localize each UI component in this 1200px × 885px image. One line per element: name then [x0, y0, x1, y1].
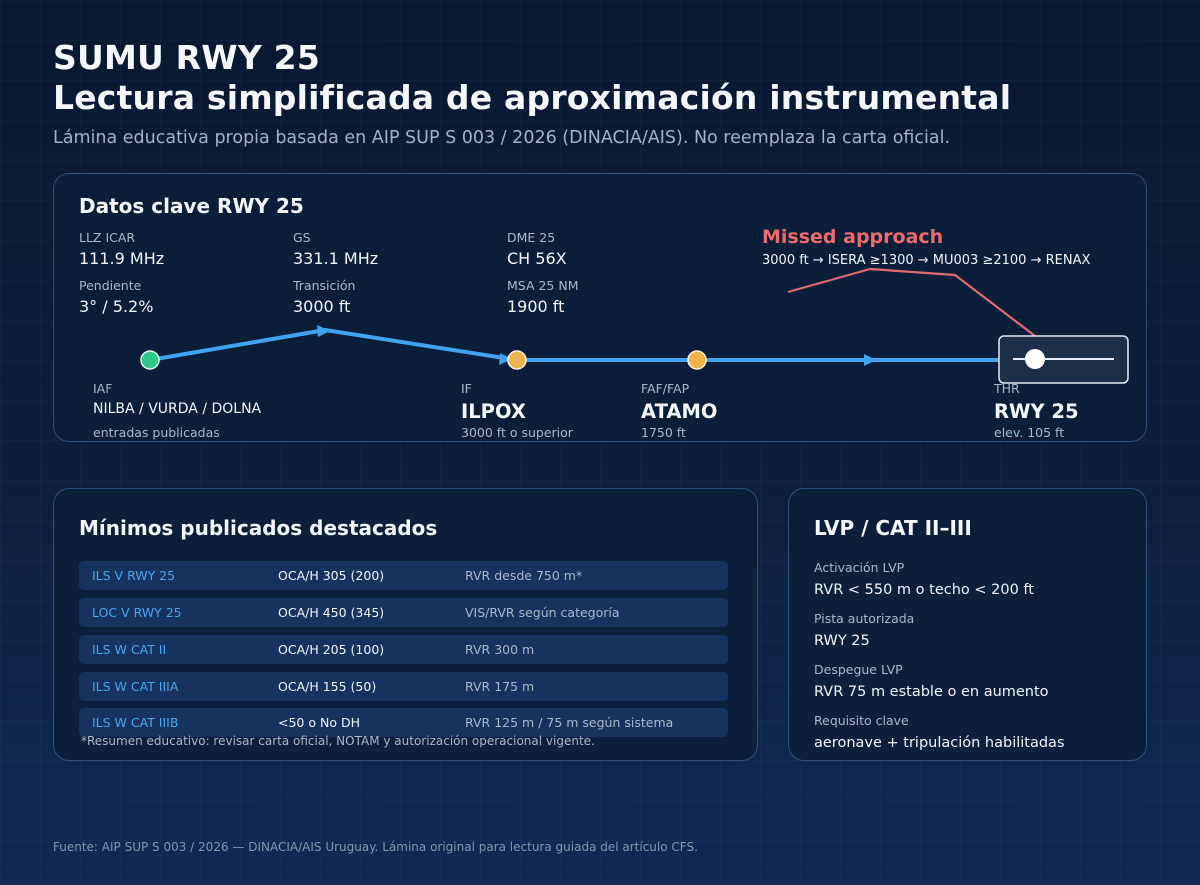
lvp-activation-label: Activación LVP [814, 560, 905, 575]
lvp-title: LVP / CAT II–III [814, 516, 972, 540]
minimums-row-oca: OCA/H 205 (100) [278, 642, 385, 657]
fix-role-if: IF [461, 381, 472, 396]
fix-marker-faf [687, 350, 707, 370]
direction-arrow-2 [499, 353, 512, 365]
minimums-row [79, 672, 728, 701]
slope-label: Pendiente [79, 278, 142, 293]
minimums-row-rvr: RVR 125 m / 75 m según sistema [465, 715, 674, 730]
page-subtitle-heading: Lectura simplificada de aproximación ins… [53, 78, 1012, 117]
source-footer: Fuente: AIP SUP S 003 / 2026 — DINACIA/A… [53, 840, 698, 854]
missed-approach-title: Missed approach [762, 226, 944, 248]
gs-label: GS [293, 230, 311, 245]
fix-detail-faf: 1750 ft [641, 425, 686, 440]
minimums-title: Mínimos publicados destacados [79, 516, 438, 540]
minimums-row [79, 635, 728, 664]
minimums-row-name: ILS W CAT IIIA [92, 679, 179, 694]
direction-arrow-3 [864, 354, 876, 366]
missed-approach-path [787, 267, 1036, 337]
lvp-runway-label: Pista autorizada [814, 611, 915, 626]
msa-value: 1900 ft [507, 297, 565, 316]
minimums-note: *Resumen educativo: revisar carta oficia… [81, 734, 595, 748]
fix-name-iaf: NILBA / VURDA / DOLNA [93, 401, 262, 417]
dme-value: CH 56X [507, 249, 567, 268]
llz-value: 111.9 MHz [79, 249, 165, 268]
fix-detail-thr: elev. 105 ft [994, 425, 1065, 440]
fix-name-faf: ATAMO [641, 400, 718, 423]
minimums-row-oca: OCA/H 155 (50) [278, 679, 377, 694]
minimums-row-oca: <50 o No DH [278, 715, 360, 730]
key-data-title: Datos clave RWY 25 [79, 194, 304, 218]
minimums-row-name: ILS V RWY 25 [92, 568, 176, 583]
direction-arrow-1 [317, 325, 330, 337]
fix-marker-thr [1025, 349, 1045, 369]
transition-value: 3000 ft [293, 297, 351, 316]
llz-label: LLZ ICAR [79, 230, 136, 245]
lvp-runway-value: RWY 25 [814, 633, 870, 649]
minimums-row-oca: OCA/H 450 (345) [278, 605, 385, 620]
lvp-requirement-value: aeronave + tripulación habilitadas [814, 735, 1065, 751]
minimums-row-name: ILS W CAT IIIB [92, 715, 179, 730]
minimums-row [79, 708, 728, 737]
key-data-panel [53, 173, 1147, 442]
transition-label: Transición [293, 278, 356, 293]
minimums-row-rvr: RVR 175 m [465, 679, 535, 694]
minimums-row-rvr: RVR 300 m [465, 642, 535, 657]
page-title: SUMU RWY 25 [53, 38, 321, 77]
gs-value: 331.1 MHz [293, 249, 379, 268]
approach-path [148, 328, 1032, 362]
fix-name-thr: RWY 25 [994, 400, 1079, 423]
slope-value: 3° / 5.2% [79, 297, 154, 316]
lvp-takeoff-value: RVR 75 m estable o en aumento [814, 684, 1049, 700]
minimums-row-name: ILS W CAT II [92, 642, 167, 657]
minimums-row-rvr: VIS/RVR según categoría [465, 605, 620, 620]
fix-detail-if: 3000 ft o superior [461, 425, 573, 440]
fix-detail-iaf: entradas publicadas [93, 425, 220, 440]
fix-role-iaf: IAF [93, 381, 113, 396]
missed-approach-route: 3000 ft → ISERA ≥1300 → MU003 ≥2100 → RE… [762, 253, 1091, 268]
fix-role-thr: THR [994, 381, 1020, 396]
lvp-panel [788, 488, 1147, 761]
fix-marker-if [507, 350, 527, 370]
minimums-row-name: LOC V RWY 25 [92, 605, 182, 620]
fix-name-if: ILPOX [461, 400, 526, 423]
page-description: Lámina educativa propia basada en AIP SU… [53, 128, 951, 148]
minimums-row [79, 598, 728, 627]
lvp-requirement-label: Requisito clave [814, 713, 909, 728]
minimums-row-rvr: RVR desde 750 m* [465, 568, 583, 583]
fix-marker-iaf [140, 350, 160, 370]
fix-role-faf: FAF/FAP [641, 381, 690, 396]
lvp-activation-value: RVR < 550 m o techo < 200 ft [814, 582, 1034, 598]
lvp-takeoff-label: Despegue LVP [814, 662, 903, 677]
msa-label: MSA 25 NM [507, 278, 579, 293]
minimums-row-oca: OCA/H 305 (200) [278, 568, 385, 583]
dme-label: DME 25 [507, 230, 556, 245]
minimums-row [79, 561, 728, 590]
